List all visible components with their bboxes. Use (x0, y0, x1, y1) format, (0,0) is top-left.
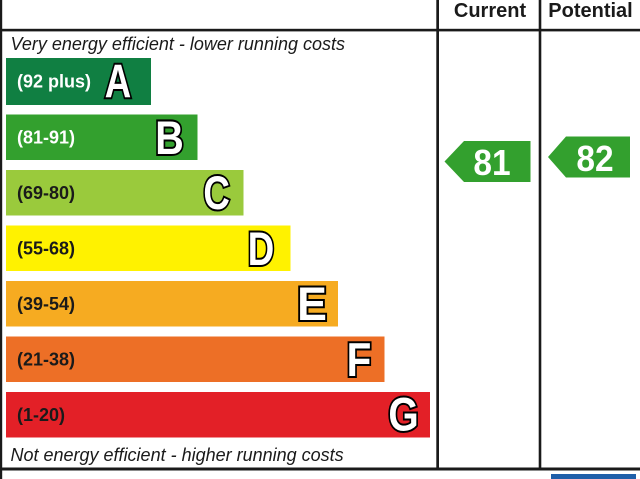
svg-text:B: B (155, 113, 184, 165)
svg-text:(39-54): (39-54) (17, 294, 75, 314)
svg-text:Current: Current (454, 0, 527, 22)
svg-text:81: 81 (473, 144, 510, 183)
svg-text:82: 82 (576, 140, 613, 179)
svg-text:D: D (248, 223, 274, 275)
svg-text:Potential: Potential (548, 0, 632, 22)
svg-text:(69-80): (69-80) (17, 183, 75, 203)
svg-text:C: C (203, 167, 229, 219)
svg-text:(21-38): (21-38) (17, 350, 75, 370)
svg-text:(81-91): (81-91) (17, 128, 75, 148)
svg-text:E: E (297, 278, 327, 330)
svg-text:(55-68): (55-68) (17, 239, 75, 259)
svg-text:Not energy efficient - higher: Not energy efficient - higher running co… (11, 445, 344, 465)
svg-text:F: F (347, 334, 372, 387)
svg-text:(92 plus): (92 plus) (17, 72, 91, 92)
svg-text:G: G (388, 389, 418, 441)
svg-text:(1-20): (1-20) (17, 405, 65, 425)
svg-text:A: A (105, 55, 131, 107)
svg-text:Very energy efficient - lower: Very energy efficient - lower running co… (11, 34, 346, 54)
